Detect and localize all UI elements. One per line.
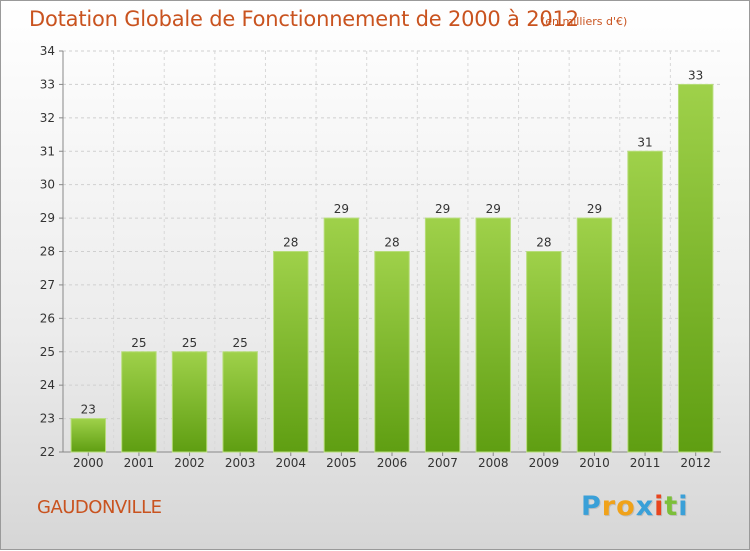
bar xyxy=(222,351,258,453)
data-label: 31 xyxy=(637,135,652,149)
data-label: 29 xyxy=(435,202,450,216)
bar xyxy=(323,217,360,453)
x-tick-label: 2006 xyxy=(377,456,408,470)
data-label: 25 xyxy=(182,336,197,350)
data-label: 23 xyxy=(81,403,96,417)
bar xyxy=(273,251,309,453)
bar xyxy=(677,83,714,453)
bar xyxy=(70,418,107,453)
data-label: 25 xyxy=(233,336,248,350)
chart-subtitle: (en milliers d'€) xyxy=(541,15,628,28)
proxiti-logo: Proxiti xyxy=(581,491,689,522)
x-tick-label: 2003 xyxy=(225,456,256,470)
y-tick-label: 25 xyxy=(40,345,55,359)
x-tick-label: 2007 xyxy=(427,456,458,470)
data-label: 28 xyxy=(536,236,551,250)
data-label: 28 xyxy=(384,236,399,250)
y-tick-label: 32 xyxy=(40,111,55,125)
chart-title: Dotation Globale de Fonctionnement de 20… xyxy=(29,7,579,31)
x-tick-label: 2012 xyxy=(680,456,711,470)
y-tick-label: 31 xyxy=(40,144,55,158)
logo-letter: i xyxy=(654,491,665,522)
bar xyxy=(627,150,663,453)
data-label: 25 xyxy=(131,336,146,350)
commune-name: GAUDONVILLE xyxy=(37,497,162,518)
x-tick-label: 2009 xyxy=(529,456,560,470)
y-tick-label: 29 xyxy=(40,211,55,225)
bar xyxy=(374,251,410,453)
y-tick-label: 34 xyxy=(40,44,55,58)
y-tick-label: 22 xyxy=(40,445,55,459)
logo-letter: i xyxy=(678,491,689,522)
logo-letter: x xyxy=(635,491,655,522)
bar xyxy=(424,217,461,453)
data-label: 33 xyxy=(688,68,703,82)
y-tick-label: 27 xyxy=(40,278,55,292)
data-label: 29 xyxy=(587,202,602,216)
x-tick-label: 2004 xyxy=(275,456,306,470)
bar xyxy=(171,351,208,453)
x-tick-label: 2000 xyxy=(73,456,104,470)
bar xyxy=(121,351,157,453)
bar xyxy=(526,251,562,453)
y-tick-label: 33 xyxy=(40,77,55,91)
logo-letter: t xyxy=(664,491,679,522)
y-tick-label: 23 xyxy=(40,412,55,426)
x-tick-label: 2002 xyxy=(174,456,205,470)
y-tick-label: 30 xyxy=(40,178,55,192)
bars xyxy=(70,83,714,453)
bar xyxy=(475,217,511,453)
bar xyxy=(576,217,613,453)
y-tick-label: 24 xyxy=(40,378,55,392)
x-tick-label: 2010 xyxy=(579,456,610,470)
x-tick-label: 2008 xyxy=(478,456,509,470)
x-tick-label: 2011 xyxy=(630,456,661,470)
data-label: 29 xyxy=(486,202,501,216)
logo-letter: P xyxy=(581,491,602,522)
data-label: 29 xyxy=(334,202,349,216)
data-label: 28 xyxy=(283,236,298,250)
y-tick-label: 26 xyxy=(40,311,55,325)
labels: 22 23 24 25 26 27 28 29 30 31 32 33 34 23 2000 25 2001 25… xyxy=(40,44,711,470)
logo-letter: r xyxy=(601,491,617,522)
y-tick-label: 28 xyxy=(40,245,55,259)
x-tick-label: 2001 xyxy=(124,456,155,470)
logo-letter: o xyxy=(616,491,636,522)
x-tick-label: 2005 xyxy=(326,456,357,470)
